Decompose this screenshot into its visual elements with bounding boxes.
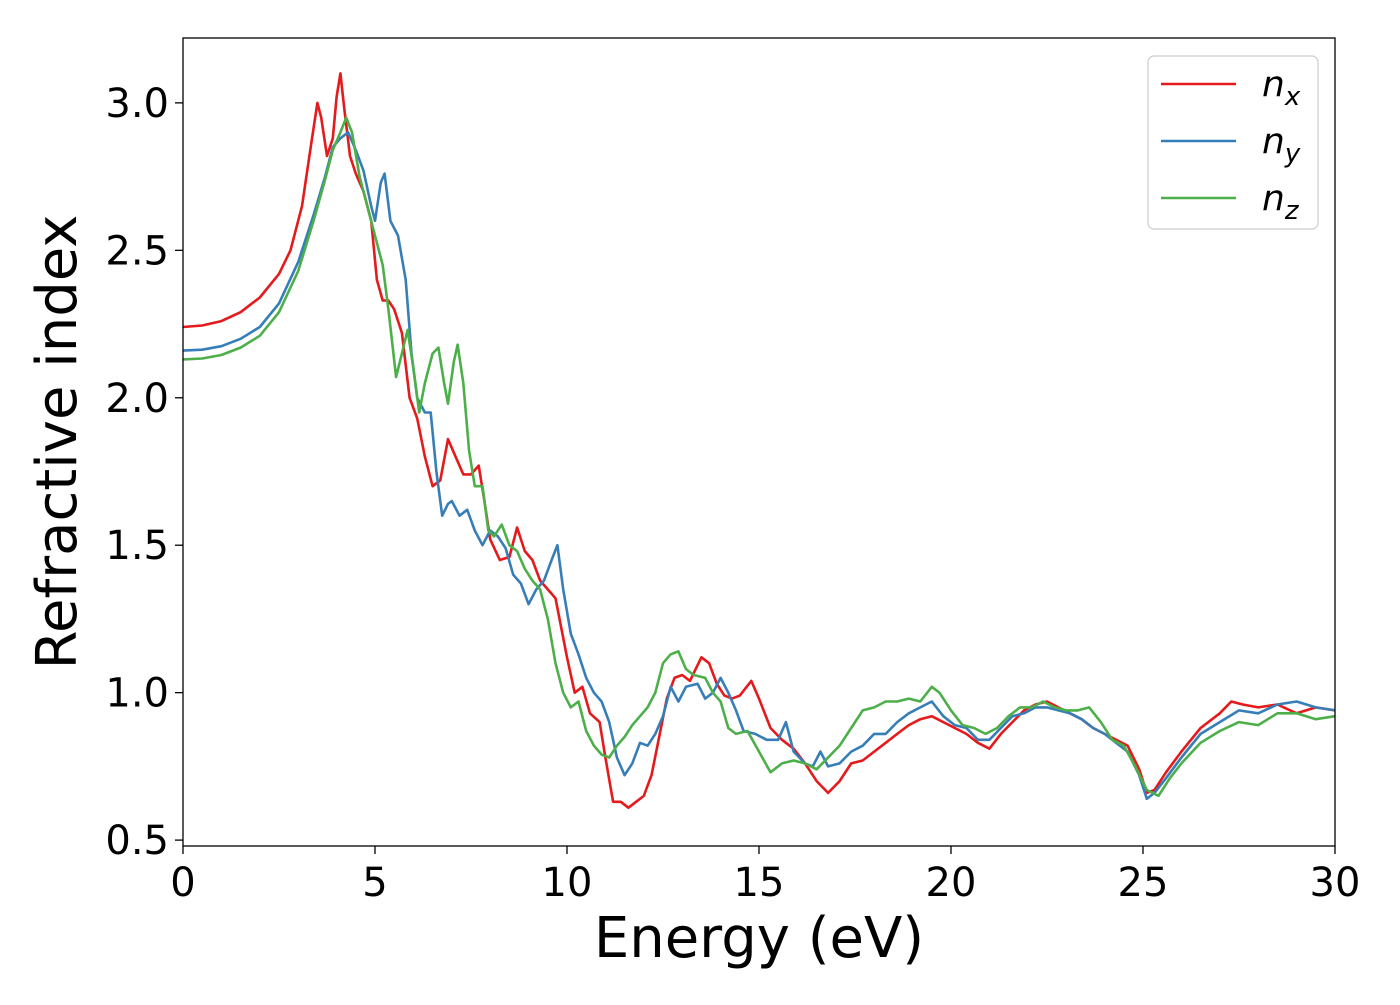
x-tick-label: 30 (1310, 860, 1361, 906)
x-tick-label: 10 (542, 860, 593, 906)
y-axis: 0.5 1.0 1.5 2.0 2.5 3.0 (105, 81, 183, 864)
legend-label-z: nz (1262, 178, 1300, 226)
x-tick-label: 20 (926, 860, 977, 906)
y-axis-label: Refractive index (25, 215, 90, 670)
x-tick-label: 5 (362, 860, 387, 906)
legend-label-y: ny (1262, 121, 1301, 169)
legend-label-base: n (1262, 121, 1285, 162)
legend-label-subscript: x (1284, 82, 1301, 112)
legend-box (1147, 55, 1319, 230)
legend-label-subscript: y (1284, 139, 1301, 169)
y-tick-label: 2.5 (105, 228, 169, 274)
legend-label-x: nx (1262, 64, 1301, 112)
legend-label-base: n (1262, 64, 1285, 105)
series-layer (182, 72, 1336, 809)
series-line-z (182, 116, 1336, 798)
x-tick-label: 15 (734, 860, 785, 906)
x-tick-label: 0 (170, 860, 195, 906)
x-axis-label: Energy (eV) (594, 906, 924, 971)
y-tick-label: 1.5 (105, 523, 169, 569)
x-tick-label: 25 (1118, 860, 1169, 906)
y-tick-label: 3.0 (105, 81, 169, 127)
y-tick-label: 0.5 (105, 818, 169, 864)
series-line-y (182, 131, 1336, 801)
y-tick-label: 2.0 (105, 376, 169, 422)
x-axis: 0 5 10 15 20 25 30 (170, 846, 1360, 906)
y-tick-label: 1.0 (105, 671, 169, 717)
legend-label-base: n (1262, 178, 1285, 219)
legend-label-subscript: z (1284, 196, 1300, 226)
